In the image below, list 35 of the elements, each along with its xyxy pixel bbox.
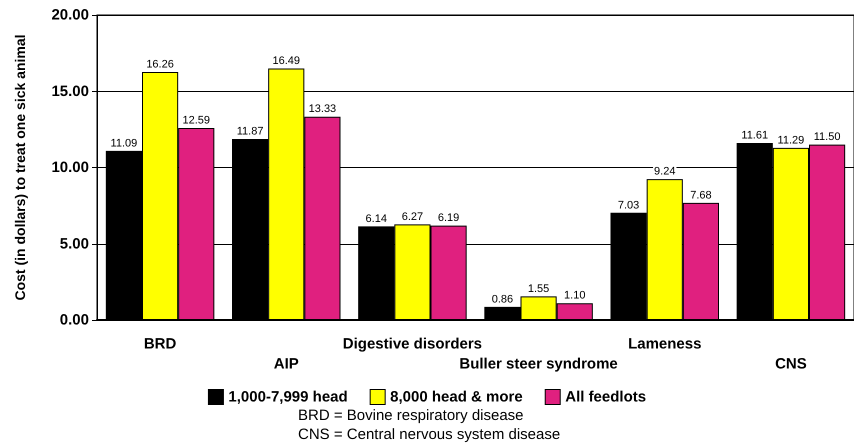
x-tick-label: CNS bbox=[775, 356, 807, 372]
data-label: 11.61 bbox=[741, 129, 768, 142]
data-label: 11.50 bbox=[814, 131, 840, 144]
x-tick-label: Lameness bbox=[628, 336, 702, 352]
legend-label: 8,000 head & more bbox=[390, 388, 523, 406]
data-label: 6.14 bbox=[366, 212, 387, 225]
data-label: 11.87 bbox=[236, 125, 264, 138]
data-label: 1.10 bbox=[564, 290, 586, 302]
data-label: 11.29 bbox=[778, 134, 804, 146]
legend-label: 1,000-7,999 head bbox=[228, 388, 348, 406]
data-label: 6.27 bbox=[402, 210, 424, 223]
text: CNS = Central nervous system disease bbox=[298, 426, 560, 443]
data-label: 11.09 bbox=[110, 137, 138, 150]
data-label: 6.19 bbox=[438, 212, 460, 224]
data-label: 16.26 bbox=[146, 58, 174, 71]
y-axis-title: Cost (in dollars) to treat one sick animal bbox=[12, 34, 28, 301]
data-label: 9.24 bbox=[654, 166, 676, 178]
legend-label: All feedlots bbox=[565, 388, 646, 406]
x-tick-label: Buller steer syndrome bbox=[459, 356, 618, 372]
data-label: 16.49 bbox=[272, 55, 300, 68]
y-tick-label: 15.00 bbox=[51, 82, 89, 100]
data-label: 1.55 bbox=[528, 282, 550, 295]
x-tick-label: Digestive disorders bbox=[342, 336, 482, 352]
data-label: 12.59 bbox=[182, 114, 210, 127]
y-tick-label: 5.00 bbox=[60, 235, 89, 252]
x-tick-label: AIP bbox=[274, 356, 299, 372]
y-tick-label: 0.00 bbox=[60, 312, 89, 328]
text: BRD = Bovine respiratory disease bbox=[298, 407, 524, 424]
x-tick-label: BRD bbox=[144, 336, 176, 352]
data-label: 7.03 bbox=[618, 199, 640, 212]
data-label: 0.86 bbox=[492, 293, 514, 306]
y-tick-label: 10.00 bbox=[51, 159, 89, 176]
y-tick-label: 20.00 bbox=[51, 6, 89, 24]
data-label: 7.68 bbox=[690, 189, 712, 202]
data-label: 13.33 bbox=[308, 103, 336, 116]
